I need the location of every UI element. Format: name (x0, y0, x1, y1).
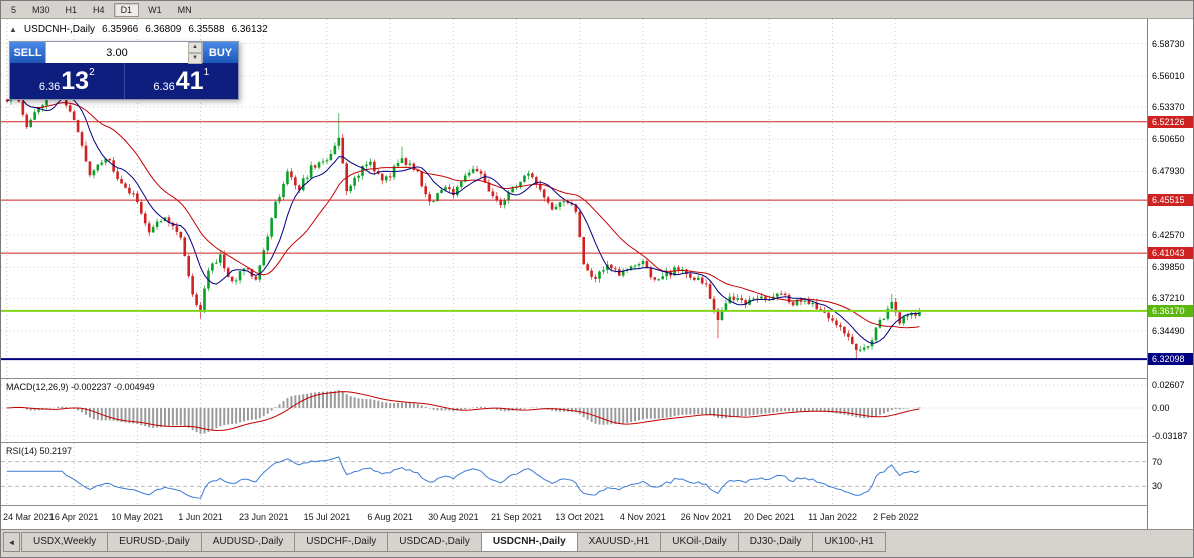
time-axis-label: 6 Aug 2021 (367, 512, 413, 522)
timeframe-button-h4[interactable]: H4 (93, 4, 105, 15)
chart-symbol-label: USDCNH-,Daily (23, 24, 96, 35)
time-axis-label: 30 Aug 2021 (428, 512, 479, 522)
chart-tab-dj30-daily[interactable]: DJ30-,Daily (737, 532, 814, 552)
chart-tab-usdx-weekly[interactable]: USDX,Weekly (21, 532, 109, 552)
buy-button[interactable]: BUY (203, 42, 238, 63)
lot-size-box: ▲ ▼ (45, 42, 203, 64)
price-level-tag: 6.45515 (1148, 194, 1193, 207)
timeframe-button-w1[interactable]: W1 (148, 4, 162, 15)
pane-separator[interactable] (1, 378, 1147, 379)
time-axis-label: 13 Oct 2021 (555, 512, 605, 522)
macd-scale-label: 0.00 (1152, 402, 1170, 413)
sell-button[interactable]: SELL (10, 42, 45, 63)
chart-tab-eurusd-daily[interactable]: EURUSD-,Daily (107, 532, 202, 552)
rsi-pane[interactable] (1, 443, 1147, 505)
price-level-tag: 6.36170 (1148, 304, 1193, 317)
price-scale-label: 6.56010 (1152, 70, 1185, 81)
timeframe-button-5[interactable]: 5 (11, 4, 17, 15)
time-axis-label: 23 Jun 2021 (238, 512, 289, 522)
sell-price-display[interactable]: 6.36 13 2 (10, 63, 124, 99)
price-scale-label: 6.42570 (1152, 229, 1185, 240)
time-axis-label: 15 Jul 2021 (303, 512, 351, 522)
sell-price-prefix: 6.36 (38, 81, 61, 93)
time-axis-label: 1 Jun 2021 (178, 512, 223, 522)
buy-price-pip: 1 (203, 67, 210, 78)
chart-info-line: ▲ USDCNH-,Daily 6.35966 6.36809 6.35588 … (9, 24, 268, 35)
pane-separator[interactable] (1, 505, 1147, 506)
time-axis-label: 21 Sep 2021 (491, 512, 543, 522)
timeframe-button-h1[interactable]: H1 (65, 4, 78, 15)
time-axis-label: 20 Dec 2021 (743, 512, 795, 522)
rsi-scale-label: 70 (1152, 456, 1163, 467)
time-axis-label: 4 Nov 2021 (619, 512, 666, 522)
price-level-tag: 6.32098 (1148, 353, 1193, 366)
pane-separator[interactable] (1, 442, 1147, 443)
sell-price-pip: 2 (89, 67, 95, 78)
price-scale[interactable]: 6.58730 6.56010 6.53370 6.50650 6.47930 6.425… (1147, 19, 1193, 529)
timeframe-toolbar: 5 M30 H1 H4 D1 W1 MN (1, 1, 1193, 19)
timeframe-button-mn[interactable]: MN (177, 4, 192, 15)
price-scale-label: 6.39850 (1152, 262, 1185, 273)
rsi-indicator-label: RSI(14) 50.2197 (6, 446, 73, 456)
chart-tab-uk100-h1[interactable]: UK100-,H1 (812, 532, 886, 552)
price-level-tag: 6.41043 (1148, 247, 1193, 260)
lot-increase-icon[interactable]: ▲ (188, 42, 202, 53)
chart-tab-usdcad-daily[interactable]: USDCAD-,Daily (387, 532, 482, 552)
price-level-tag: 6.52126 (1148, 115, 1193, 128)
price-scale-label: 6.58730 (1152, 38, 1185, 49)
one-click-trade-panel: SELL ▲ ▼ BUY 6.36 13 2 6.36 41 1 (9, 41, 239, 100)
timeframe-button-m30[interactable]: M30 (32, 4, 50, 15)
price-scale-label: 6.47930 (1152, 166, 1185, 177)
chart-tab-xauusd-h1[interactable]: XAUUSD-,H1 (576, 532, 662, 552)
price-scale-label: 6.37210 (1152, 293, 1185, 304)
ohlc-high-value: 6.36809 (145, 24, 182, 35)
ohlc-close-value: 6.36132 (231, 24, 268, 35)
time-axis-label: 10 May 2021 (111, 512, 164, 522)
timeframe-button-d1[interactable]: D1 (113, 2, 140, 17)
tabs-scroll-left-icon[interactable]: ◄ (3, 532, 20, 552)
time-axis-label: 24 Mar 2021 (3, 512, 54, 522)
time-axis-label: 11 Jan 2022 (808, 512, 857, 522)
price-scale-label: 6.50650 (1152, 134, 1185, 145)
chart-tab-ukoil-daily[interactable]: UKOil-,Daily (660, 532, 739, 552)
chart-tab-bar: ◄ USDX,Weekly EURUSD-,Daily AUDUSD-,Daily US… (1, 529, 1193, 557)
lot-size-input[interactable] (46, 42, 188, 63)
macd-pane[interactable] (1, 379, 1147, 442)
time-axis-label: 16 Apr 2021 (49, 512, 99, 522)
trade-panel-collapse-icon[interactable]: ▲ (9, 25, 17, 34)
time-axis[interactable]: 24 Mar 2021 16 Apr 2021 10 May 2021 1 Jun 2… (1, 506, 1147, 529)
ohlc-open-value: 6.35966 (102, 24, 139, 35)
time-axis-label: 26 Nov 2021 (680, 512, 732, 522)
price-scale-label: 6.34490 (1152, 325, 1185, 336)
buy-price-prefix: 6.36 (153, 81, 175, 93)
lot-spinner: ▲ ▼ (188, 42, 202, 64)
chart-tab-usdcnh-daily[interactable]: USDCNH-,Daily (480, 532, 578, 552)
time-axis-label: 2 Feb 2022 (872, 512, 919, 522)
rsi-scale-label: 30 (1152, 481, 1163, 492)
sell-price-big: 13 (61, 67, 90, 95)
macd-scale-label: 0.02607 (1152, 380, 1185, 391)
lot-decrease-icon[interactable]: ▼ (188, 53, 202, 64)
macd-indicator-label: MACD(12,26,9) -0.002237 -0.004949 (6, 382, 155, 392)
price-scale-label: 6.53370 (1152, 102, 1185, 113)
macd-scale-label: -0.03187 (1152, 430, 1188, 441)
buy-price-display[interactable]: 6.36 41 1 (123, 63, 239, 99)
buy-price-big: 41 (175, 67, 204, 95)
ohlc-low-value: 6.35588 (188, 24, 225, 35)
chart-tab-usdchf-daily[interactable]: USDCHF-,Daily (294, 532, 389, 552)
chart-tab-audusd-daily[interactable]: AUDUSD-,Daily (200, 532, 296, 552)
